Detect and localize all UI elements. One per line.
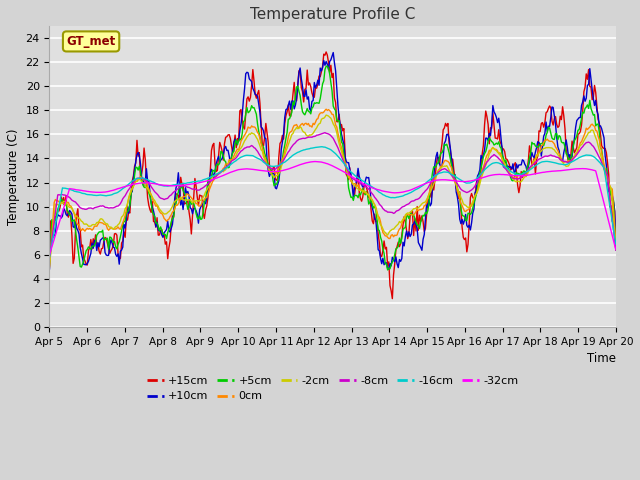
- +10cm: [563, 137, 570, 143]
- -2cm: [284, 142, 292, 147]
- 0cm: [463, 207, 470, 213]
- -32cm: [463, 179, 470, 184]
- -16cm: [463, 180, 470, 186]
- -8cm: [45, 254, 53, 260]
- +10cm: [222, 144, 230, 149]
- -2cm: [612, 245, 620, 251]
- -8cm: [463, 190, 470, 195]
- -8cm: [284, 149, 292, 155]
- Line: +5cm: +5cm: [49, 66, 616, 270]
- +15cm: [392, 247, 400, 252]
- +15cm: [45, 241, 53, 247]
- +5cm: [364, 192, 371, 198]
- +10cm: [45, 266, 53, 272]
- +15cm: [284, 102, 292, 108]
- Line: 0cm: 0cm: [49, 109, 616, 267]
- +15cm: [222, 134, 230, 140]
- +5cm: [392, 246, 400, 252]
- -16cm: [222, 165, 230, 171]
- -8cm: [391, 210, 399, 216]
- Legend: +15cm, +10cm, +5cm, 0cm, -2cm, -8cm, -16cm, -32cm: +15cm, +10cm, +5cm, 0cm, -2cm, -8cm, -16…: [143, 372, 523, 406]
- -8cm: [561, 158, 569, 164]
- 0cm: [612, 240, 620, 245]
- -32cm: [391, 190, 399, 196]
- 0cm: [323, 107, 330, 112]
- +10cm: [612, 241, 620, 247]
- -32cm: [312, 159, 319, 165]
- +15cm: [388, 296, 396, 301]
- Line: +10cm: +10cm: [49, 52, 616, 269]
- +10cm: [284, 103, 292, 108]
- X-axis label: Time: Time: [587, 352, 616, 365]
- +15cm: [323, 49, 330, 55]
- +5cm: [384, 267, 392, 273]
- +15cm: [563, 147, 570, 153]
- -16cm: [561, 162, 569, 168]
- -2cm: [364, 192, 371, 197]
- -32cm: [45, 252, 53, 258]
- -2cm: [391, 225, 399, 230]
- -16cm: [284, 156, 292, 162]
- Title: Temperature Profile C: Temperature Profile C: [250, 7, 415, 22]
- -2cm: [463, 204, 470, 210]
- Line: +15cm: +15cm: [49, 52, 616, 299]
- 0cm: [391, 232, 399, 238]
- -2cm: [45, 263, 53, 269]
- Line: -8cm: -8cm: [49, 132, 616, 257]
- 0cm: [45, 264, 53, 270]
- -32cm: [364, 183, 371, 189]
- -16cm: [391, 195, 399, 201]
- +10cm: [330, 49, 337, 55]
- +5cm: [563, 151, 570, 156]
- +5cm: [323, 63, 331, 69]
- -2cm: [222, 167, 230, 173]
- -32cm: [284, 166, 292, 172]
- -16cm: [45, 254, 53, 260]
- Text: GT_met: GT_met: [67, 35, 116, 48]
- Line: -32cm: -32cm: [49, 162, 616, 255]
- Line: -2cm: -2cm: [49, 115, 616, 266]
- -2cm: [561, 162, 569, 168]
- -16cm: [364, 181, 371, 187]
- -8cm: [321, 130, 329, 135]
- +15cm: [612, 243, 620, 249]
- -8cm: [222, 165, 230, 170]
- +10cm: [464, 225, 472, 230]
- +5cm: [45, 259, 53, 264]
- +5cm: [612, 247, 620, 253]
- -8cm: [612, 247, 620, 253]
- +5cm: [464, 210, 472, 216]
- 0cm: [364, 192, 371, 197]
- +15cm: [464, 241, 472, 247]
- -32cm: [561, 167, 569, 173]
- +10cm: [385, 266, 392, 272]
- Line: -16cm: -16cm: [49, 147, 616, 257]
- -2cm: [323, 112, 330, 118]
- +15cm: [364, 189, 371, 194]
- -32cm: [222, 171, 230, 177]
- +10cm: [392, 254, 400, 260]
- 0cm: [284, 134, 292, 140]
- Y-axis label: Temperature (C): Temperature (C): [7, 128, 20, 225]
- +5cm: [222, 159, 230, 165]
- -16cm: [612, 241, 620, 247]
- +5cm: [284, 116, 292, 122]
- +10cm: [364, 175, 371, 181]
- 0cm: [222, 161, 230, 167]
- -16cm: [317, 144, 325, 150]
- 0cm: [561, 159, 569, 165]
- -32cm: [612, 247, 620, 252]
- -8cm: [364, 185, 371, 191]
